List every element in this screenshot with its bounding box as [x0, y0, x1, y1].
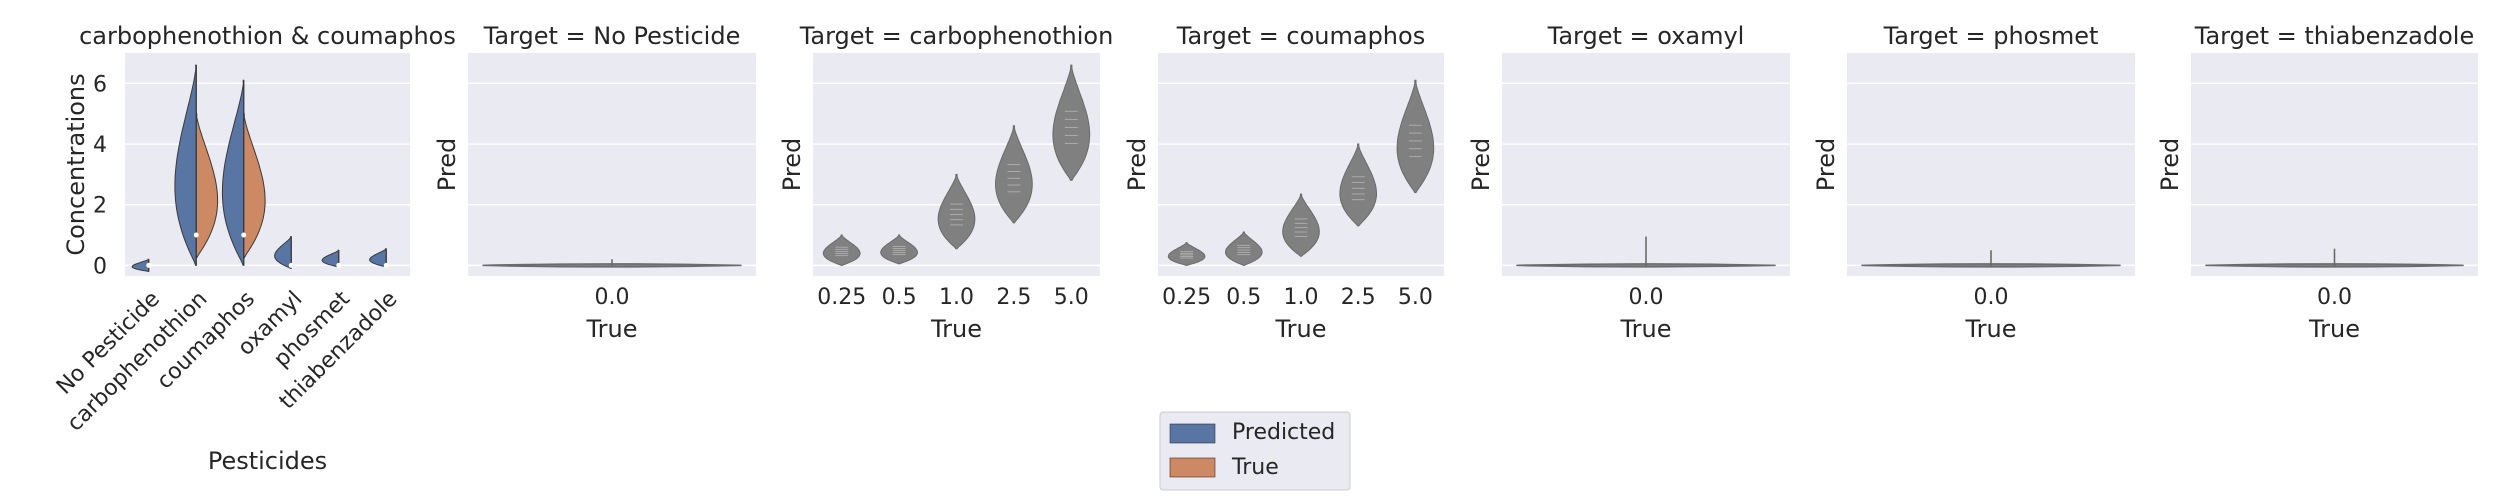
x-tick-label: 0.0 [1629, 285, 1664, 310]
x-axis-label: Pesticides [208, 447, 327, 475]
x-axis-label: True [1620, 315, 1672, 343]
legend: Predicted True [1159, 411, 1351, 491]
panel-7: Target = thiabenzadole Pred 0.0 True [2156, 22, 2478, 343]
panel-title: Target = carbophenothion [799, 22, 1114, 50]
median-marker [241, 232, 247, 238]
x-tick-label: 1.0 [939, 285, 974, 310]
x-axis-label: True [930, 315, 982, 343]
median-marker [336, 262, 342, 268]
violin [937, 173, 976, 250]
legend-swatch-true [1169, 457, 1216, 478]
violin [822, 234, 861, 266]
y-axis-label: Pred [433, 138, 461, 191]
panel-title: Target = thiabenzadole [2194, 22, 2474, 50]
panel-title: Target = oxamyl [1547, 22, 1745, 50]
x-axis-label: True [1275, 315, 1327, 343]
violin-predicted [321, 249, 340, 268]
violin-predicted [174, 64, 197, 266]
violin-predicted [221, 79, 245, 266]
x-axis-label: True [2308, 315, 2360, 343]
y-tick-label: 2 [93, 194, 107, 219]
panel-background [468, 53, 756, 276]
y-tick-label: 4 [93, 133, 107, 158]
y-axis-label: Concentrations [62, 73, 90, 255]
x-tick-label: 5.0 [1054, 285, 1089, 310]
y-axis-label: Pred [1812, 138, 1840, 191]
x-tick-label: 0.0 [595, 285, 630, 310]
chart-panels: carbophenothion & coumaphos 0 2 4 6Concentra… [52, 22, 2478, 475]
panel-4: Target = coumaphos Pred 0.25 0.5 1.0 2.5 5.0 Tr… [1123, 22, 1444, 343]
panel-title: carbophenothion & coumaphos [79, 22, 456, 50]
violin-predicted [274, 236, 292, 269]
median-marker [193, 232, 199, 238]
x-tick-label: 0.5 [882, 285, 917, 310]
x-tick-label: 1.0 [1284, 285, 1319, 310]
x-axis-label: True [1965, 315, 2017, 343]
legend-label-predicted: Predicted [1232, 420, 1335, 445]
violin-predicted [131, 258, 150, 272]
y-tick-label: 6 [93, 72, 107, 97]
violin [1225, 231, 1263, 266]
x-tick-label: 0.0 [1974, 285, 2009, 310]
x-tick-label: 2.5 [1341, 285, 1376, 310]
panel-background [1847, 53, 2135, 276]
y-axis-label: Pred [2156, 138, 2184, 191]
panel-1: carbophenothion & coumaphos 0 2 4 6Concentra… [52, 22, 456, 475]
violin [1396, 79, 1435, 194]
violin [994, 125, 1033, 224]
panel-5: Target = oxamyl Pred 0.0 True [1467, 22, 1790, 343]
panel-2: Target = No Pesticide Pred 0.0 True [433, 22, 756, 343]
x-tick-label: 0.5 [1226, 285, 1261, 310]
violin-true [195, 113, 219, 259]
violin [1052, 64, 1091, 181]
panel-background [125, 53, 410, 276]
y-axis-label: Pred [1123, 138, 1151, 191]
legend-label-true: True [1231, 455, 1279, 480]
y-tick-label: 0 [93, 254, 107, 279]
legend-swatch-predicted [1169, 423, 1216, 444]
y-axis-label: Pred [778, 138, 806, 191]
median-marker [146, 262, 152, 268]
violin-true [243, 113, 266, 259]
median-marker [288, 262, 294, 268]
violin [1167, 242, 1206, 266]
x-axis-label: True [586, 315, 638, 343]
x-tick-label: 0.25 [817, 285, 866, 310]
x-tick-label: 5.0 [1398, 285, 1433, 310]
panel-title: Target = No Pesticide [483, 22, 741, 50]
panel-background [2191, 53, 2478, 276]
panel-title: Target = coumaphos [1176, 22, 1425, 50]
median-marker [383, 262, 389, 268]
panel-3: Target = carbophenothion Pred 0.25 0.5 1.0 2.… [778, 22, 1113, 343]
panel-title: Target = phosmet [1883, 22, 2099, 50]
x-tick-label: 0.25 [1162, 285, 1211, 310]
y-axis-label: Pred [1467, 138, 1495, 191]
violin-predicted [369, 248, 387, 268]
violin [1282, 193, 1320, 257]
x-tick-label: 0.0 [2317, 285, 2352, 310]
violin [880, 234, 919, 265]
violin [1339, 143, 1377, 227]
panel-6: Target = phosmet Pred 0.0 True [1812, 22, 2135, 343]
x-tick-label: 2.5 [996, 285, 1031, 310]
